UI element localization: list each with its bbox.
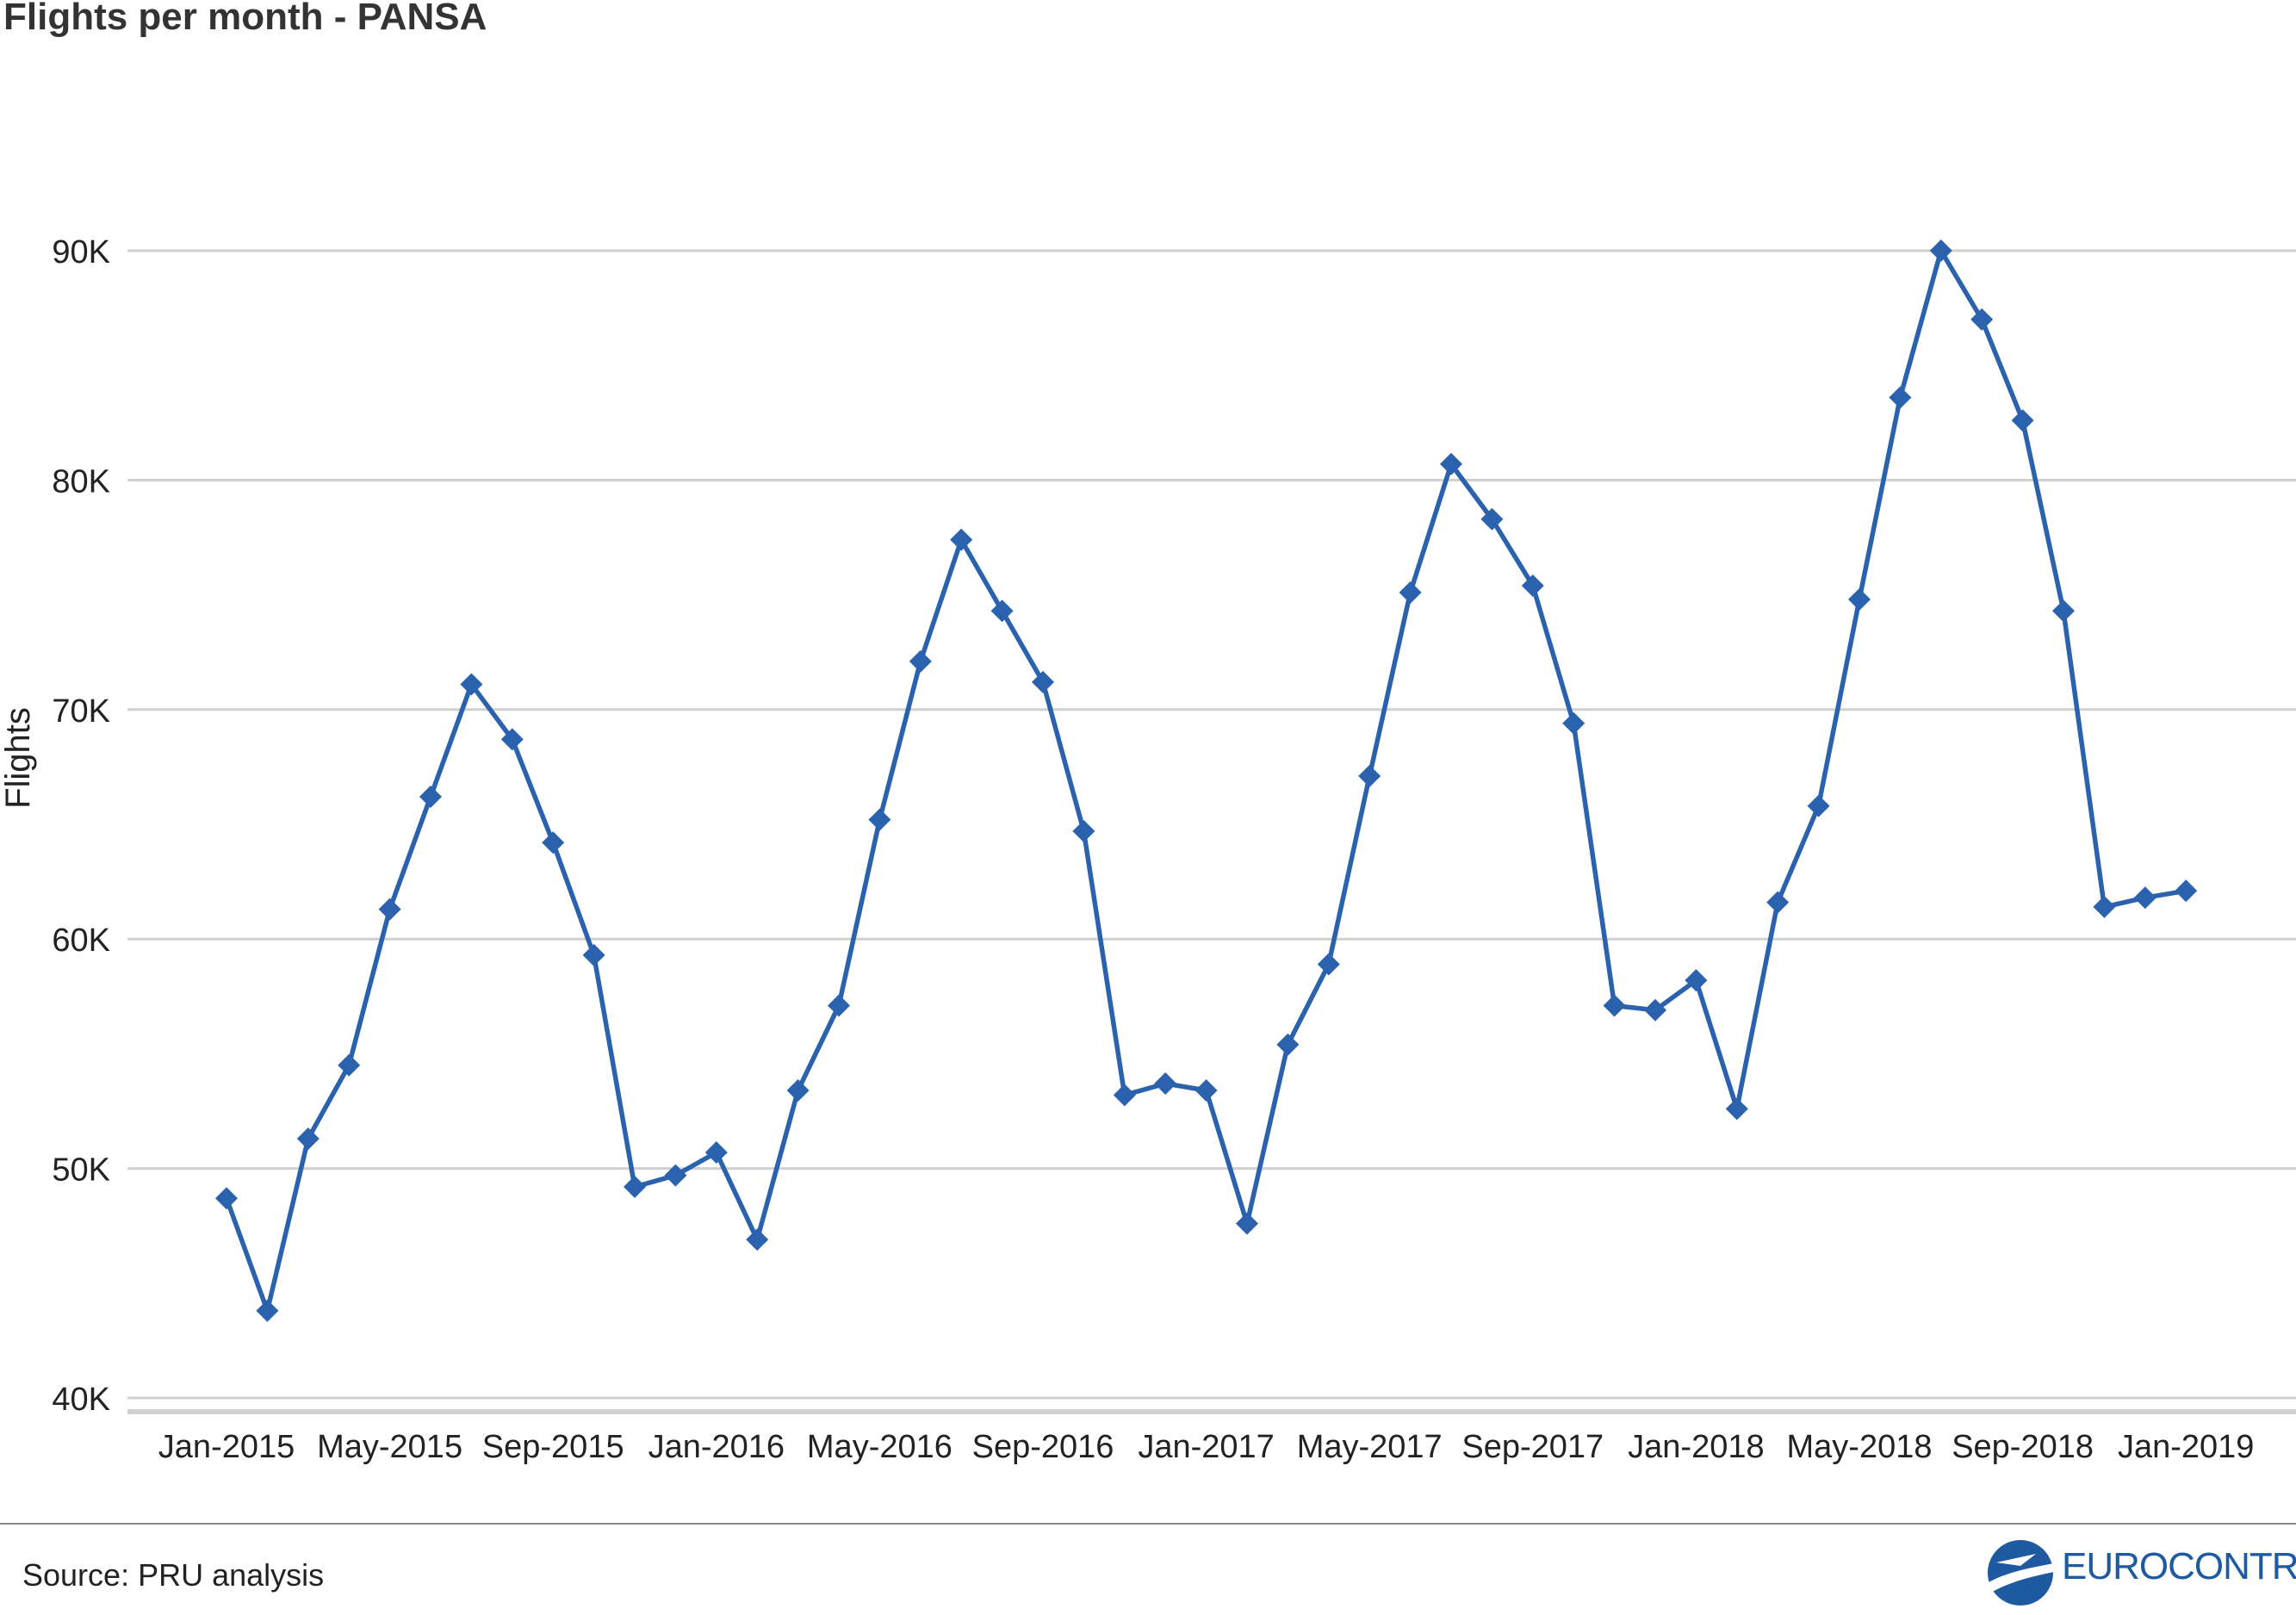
data-point <box>215 1187 238 1210</box>
data-point <box>1399 581 1422 604</box>
gridlines <box>127 249 2296 1414</box>
data-point <box>2133 886 2156 910</box>
data-point <box>990 599 1014 623</box>
data-point <box>1072 819 1095 842</box>
footer-divider <box>0 1523 2296 1525</box>
data-point <box>2011 409 2034 432</box>
x-tick-label: Sep-2015 <box>482 1429 624 1465</box>
data-point <box>1032 670 1054 693</box>
x-tick-label: Jan-2015 <box>158 1429 295 1465</box>
x-tick-label: May-2015 <box>317 1429 462 1465</box>
data-point <box>950 528 973 551</box>
y-tick-label: 80K <box>52 463 110 500</box>
data-point <box>256 1299 279 1322</box>
data-point <box>1644 998 1666 1022</box>
data-point <box>296 1127 320 1150</box>
data-point <box>1929 239 1952 262</box>
data-point <box>828 994 850 1017</box>
eurocontrol-emblem-icon <box>1984 1540 2058 1606</box>
data-point <box>1562 711 1585 735</box>
x-tick-label: Sep-2017 <box>1461 1429 1604 1465</box>
data-point <box>1685 969 1708 992</box>
x-tick-label: Jan-2018 <box>1628 1429 1764 1465</box>
data-point <box>1440 452 1462 475</box>
chart-title: Flights per month - PANSA <box>3 0 487 38</box>
x-tick-label: Jan-2017 <box>1138 1429 1274 1465</box>
data-point <box>2052 599 2075 623</box>
source-note: Source: PRU analysis <box>22 1557 325 1593</box>
data-point <box>1807 794 1830 817</box>
eurocontrol-logo: EUROCONTROL <box>1981 1537 2296 1609</box>
data-point <box>1848 587 1871 611</box>
x-tick-label: May-2016 <box>807 1429 953 1465</box>
data-point <box>746 1228 769 1252</box>
data-point <box>868 808 891 831</box>
data-point <box>1603 994 1626 1017</box>
x-tick-label: May-2018 <box>1787 1429 1933 1465</box>
data-point <box>1154 1072 1177 1096</box>
data-point <box>419 786 442 809</box>
data-point <box>460 673 483 696</box>
data-point <box>542 831 565 854</box>
data-point <box>1970 307 1994 331</box>
y-axis-ticks: 40K 50K 60K 70K 80K 90K <box>52 234 110 1418</box>
x-tick-label: May-2017 <box>1297 1429 1443 1465</box>
data-point <box>664 1164 687 1187</box>
series-line <box>224 248 2187 1314</box>
data-point <box>500 728 524 751</box>
line-chart: 40K 50K 60K 70K 80K 90K Jan-2015 May-2015 Sep-2… <box>0 234 2296 1465</box>
x-tick-label: Sep-2018 <box>1952 1429 2094 1465</box>
x-tick-label: Sep-2016 <box>972 1429 1114 1465</box>
data-point <box>1889 386 1912 409</box>
data-point <box>2175 879 2198 903</box>
data-point <box>786 1079 810 1103</box>
data-point <box>1195 1079 1218 1103</box>
y-tick-label: 60K <box>52 922 110 959</box>
x-tick-label: Jan-2019 <box>2118 1429 2254 1465</box>
data-point <box>2093 895 2116 918</box>
x-axis-ticks: Jan-2015 May-2015 Sep-2015 Jan-2016 May-2016… <box>158 1429 2255 1465</box>
data-point <box>1521 574 1544 597</box>
data-point <box>1358 765 1381 788</box>
data-point <box>624 1175 646 1198</box>
data-point <box>909 649 932 673</box>
y-axis-label: Flights <box>0 707 37 809</box>
logo-wordmark: EUROCONTROL <box>2062 1545 2296 1587</box>
y-tick-label: 40K <box>52 1382 110 1418</box>
data-point <box>1725 1097 1748 1121</box>
data-point <box>582 943 605 966</box>
data-point <box>1317 953 1340 976</box>
data-point <box>378 898 401 921</box>
series-markers <box>215 239 2198 1322</box>
data-point <box>1113 1084 1136 1107</box>
data-point <box>1480 507 1504 531</box>
data-point <box>338 1053 361 1077</box>
data-point <box>1236 1212 1258 1235</box>
y-tick-label: 70K <box>52 693 110 730</box>
series-line-path <box>224 248 2187 1314</box>
x-tick-label: Jan-2016 <box>648 1429 785 1465</box>
data-point <box>1766 891 1790 914</box>
data-point <box>704 1140 728 1164</box>
y-tick-label: 90K <box>52 234 110 270</box>
y-tick-label: 50K <box>52 1152 110 1189</box>
data-point <box>1276 1033 1300 1056</box>
